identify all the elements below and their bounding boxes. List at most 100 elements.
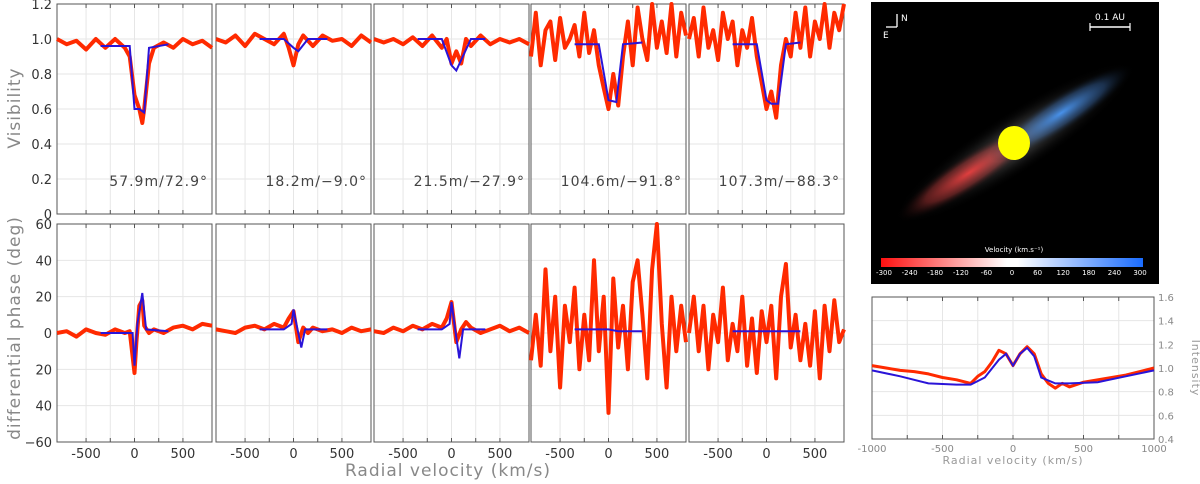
x-tick-label: -500 <box>545 447 575 462</box>
x-tick-label: -500 <box>230 447 260 462</box>
star-marker <box>998 126 1030 160</box>
baseline-label: 21.5m/−27.9° <box>414 174 525 190</box>
visibility-ylabel: Visibility <box>5 67 25 148</box>
disk-image-panel: N E 0.1 AU Velocity (km.s⁻¹) -300 -240 -18… <box>871 2 1159 284</box>
phase-grid <box>374 224 529 442</box>
baseline-label: 57.9m/72.9° <box>109 174 208 190</box>
phase-panels: -500 0 500 -500 0 500 -500 0 500 -500 0 500 -500 0 500… <box>25 218 846 462</box>
x-tick-label: -500 <box>388 447 418 462</box>
observed-visibility-series <box>687 2 846 120</box>
visibility-grid <box>374 4 529 214</box>
visibility-panels: 57.9m/72.9° 18.2m/−9.0° 21.5m/−27.9° 104.6m… <box>31 0 846 223</box>
x-tick-label: 0 <box>289 447 297 462</box>
observed-phase-series <box>687 262 846 381</box>
x-tick-label: -500 <box>703 447 733 462</box>
model-phase-series <box>100 292 169 366</box>
visibility-subplot: 21.5m/−27.9° <box>373 3 530 215</box>
y-tick-label: 1.2 <box>1158 340 1174 351</box>
observed-visibility-series <box>373 33 530 66</box>
x-tick-label: 1000 <box>1141 444 1166 455</box>
intensity-grid <box>872 297 1154 439</box>
x-tick-label: 0 <box>447 447 455 462</box>
colorbar-tick-label: 240 <box>1108 269 1121 277</box>
scale-bar-label: 0.1 AU <box>1095 13 1125 23</box>
model-intensity-series <box>871 346 1155 386</box>
observed-visibility-series <box>215 31 373 68</box>
y-tick-label: 0.8 <box>31 68 52 83</box>
x-tick-label: 500 <box>171 447 196 462</box>
y-tick-label: 40 <box>35 400 52 415</box>
phase-subplot: -500 0 500 <box>215 223 372 462</box>
visibility-subplot: 57.9m/72.9° <box>56 3 214 215</box>
baseline-label: 18.2m/−9.0° <box>265 174 367 190</box>
phase-ylabel: differential phase (deg) <box>5 216 25 440</box>
colorbar-title: Velocity (km.s⁻¹) <box>985 246 1044 254</box>
y-tick-label: 1.0 <box>31 33 52 48</box>
model-phase-series <box>417 301 486 359</box>
phase-grid <box>216 224 371 442</box>
x-tick-label: 500 <box>645 447 670 462</box>
y-tick-label: 1.2 <box>31 0 52 13</box>
colorbar-tick-label: -240 <box>902 269 918 277</box>
colorbar-tick-label: 180 <box>1082 269 1095 277</box>
model-visibility-series <box>417 38 486 73</box>
y-tick-label: 40 <box>35 254 52 269</box>
y-tick-label: 0.8 <box>1158 388 1174 399</box>
model-visibility-series <box>574 41 643 104</box>
compass-east-label: E <box>883 31 889 41</box>
x-tick-label: 500 <box>1074 444 1093 455</box>
model-visibility-series <box>259 38 328 53</box>
x-tick-label: 0 <box>762 447 770 462</box>
y-tick-label: 1.4 <box>1158 317 1174 328</box>
colorbar-tick-label: 0 <box>1010 269 1014 277</box>
model-visibility-series <box>732 41 801 105</box>
colorbar-tick-label: -300 <box>876 269 892 277</box>
observed-phase-series <box>215 309 372 345</box>
model-visibility-series <box>100 43 169 115</box>
x-tick-label: 500 <box>803 447 828 462</box>
scale-bar: 0.1 AU <box>1089 13 1131 31</box>
compass: N E <box>883 14 908 41</box>
baseline-label: 107.3m/−88.3° <box>719 174 840 190</box>
y-tick-label: 0.4 <box>31 138 52 153</box>
y-tick-label: 1.6 <box>1158 293 1174 304</box>
x-tick-label: -500 <box>71 447 101 462</box>
x-tick-label: 0 <box>130 447 138 462</box>
phase-subplot: -500 0 500 <box>56 223 213 462</box>
y-tick-label: 20 <box>35 363 52 378</box>
x-tick-label: 500 <box>330 447 355 462</box>
x-tick-label: 500 <box>488 447 513 462</box>
y-tick-label: 0.6 <box>31 103 52 118</box>
compass-north-label: N <box>901 14 908 24</box>
model-phase-series <box>574 328 643 333</box>
xaxis-label: Radial velocity (km/s) <box>345 461 551 481</box>
intensity-ylabel: Intensity <box>1189 340 1200 397</box>
x-tick-label: 0 <box>1010 444 1016 455</box>
colorbar-tick-label: -60 <box>981 269 992 277</box>
colorbar-tick-label: 300 <box>1133 269 1146 277</box>
y-tick-label: 0.6 <box>1158 411 1174 422</box>
y-tick-label: 20 <box>35 291 52 306</box>
y-tick-label: −60 <box>25 436 52 451</box>
colorbar-tick-label: 120 <box>1057 269 1070 277</box>
phase-subplot: -500 0 500 <box>687 223 846 462</box>
y-tick-label: 1.0 <box>1158 364 1174 375</box>
observed-visibility-series <box>529 2 688 111</box>
visibility-subplot: 104.6m/−91.8° <box>529 2 688 215</box>
x-tick-label: 0 <box>604 447 612 462</box>
colorbar-tick-label: -180 <box>927 269 943 277</box>
y-tick-label: 0 <box>44 208 52 223</box>
colorbar-tick-label: -120 <box>953 269 969 277</box>
x-tick-label: -1000 <box>857 444 886 455</box>
y-tick-label: 0.2 <box>31 173 52 188</box>
y-tick-label: 0.4 <box>1158 435 1174 446</box>
colorbar <box>881 258 1143 267</box>
x-tick-label: -500 <box>931 444 954 455</box>
colorbar-ticks: -300 -240 -180 -120 -60 0 60 120 180 240 300 <box>876 269 1147 277</box>
baseline-label: 104.6m/−91.8° <box>561 174 682 190</box>
model-phase-series <box>259 309 328 348</box>
visibility-subplot: 18.2m/−9.0° <box>215 3 373 215</box>
intensity-xlabel: Radial velocity (km/s) <box>942 454 1083 467</box>
